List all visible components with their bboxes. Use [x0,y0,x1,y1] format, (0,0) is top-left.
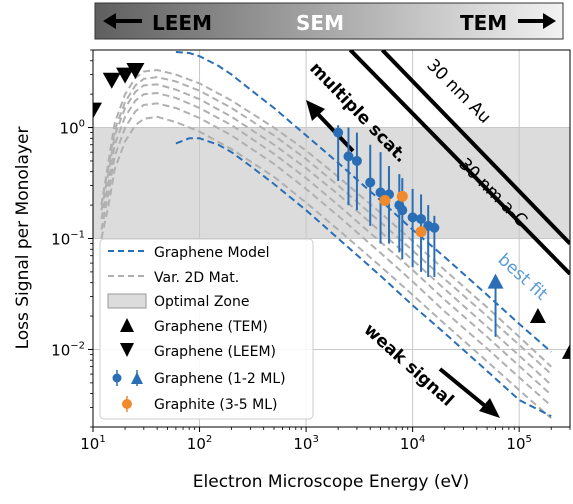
graphite-3-5ml-point [396,190,408,202]
annotation-arrows [306,100,500,418]
graphene-1-2ml-point [416,213,427,224]
graphene-1-2ml-point [397,205,408,216]
plot-area [92,49,571,428]
x-axis-label: Electron Microscope Energy (eV) [193,472,469,492]
legend-marker-graphite [122,399,132,409]
optimal-zone [93,127,570,239]
right-arrow-icon [518,13,556,29]
graphene-1-2ml-point [375,187,386,198]
legend: Graphene Model Var. 2D Mat. Optimal Zone… [99,238,314,420]
var-2d-curve [100,91,552,396]
graphene-1-2ml-point [343,151,354,162]
legend-label-tem: Graphene (TEM) [154,319,268,335]
var-2d-curve [100,83,552,386]
graphene-leem-point [116,67,135,84]
multiple-scat-arrow-icon [306,100,355,153]
graphite-3-5ml-point [379,195,391,207]
var-2d-curve [100,102,552,407]
graphene-model-curve [175,51,552,353]
var-2d-curve [100,68,552,368]
x-axis-ticks: 101 102 103 104 105 [80,427,571,453]
graphene-1-2ml-point [407,212,418,223]
y-tick-label: 10−1 [51,230,85,249]
graphene-tem-point [562,343,570,359]
x-tick-label: 102 [187,434,212,453]
y-tick-label: 10−2 [51,340,85,359]
reference-line-ac [380,50,570,245]
banner-label-tem: TEM [460,11,507,35]
x-tick-label: 101 [80,434,105,453]
legend-marker-leem [120,343,134,357]
graphene-model-curves [175,51,552,418]
legend-label-graphite: Graphite (3-5 ML) [154,397,278,413]
var-2d-material-curves [100,68,552,419]
reference-lines [348,50,570,276]
x-tick-label: 103 [293,434,318,453]
legend-label-gr12: Graphene (1-2 ML) [154,371,286,387]
legend-marker-gr12-circle [112,373,122,383]
graphene-1-2ml-point [351,155,362,166]
graphene-leem-point [93,102,102,119]
graphene-model-curve [175,137,552,418]
graphene-tem-point [529,308,546,324]
legend-label-model: Graphene Model [154,245,270,261]
energy-range-banner [94,2,564,40]
banner-label-leem: LEEM [152,11,212,35]
legend-label-zone: Optimal Zone [154,294,249,310]
graphene-leem-point [102,72,121,89]
var-2d-curve [100,115,552,419]
graphene-1-2ml-triangle-point [487,273,504,289]
legend-label-var: Var. 2D Mat. [154,270,239,286]
legend-box [99,238,314,420]
graphene-1-2ml-point [333,127,344,138]
graphite-3-5ml-point [415,226,427,238]
graphene-1-2ml-point [365,177,376,188]
legend-label-leem: Graphene (LEEM) [154,344,276,360]
legend-marker-tem [120,318,134,332]
x-tick-label: 105 [506,434,531,453]
data-points [93,63,570,359]
banner-label-sem: SEM [296,11,344,35]
legend-swatch-zone [107,293,147,309]
graphene-leem-point [126,63,145,80]
y-axis-label: Loss Signal per Monolayer [13,127,33,350]
legend-marker-gr12-triangle [131,372,143,384]
y-axis-ticks: 10−2 10−1 100 [51,49,93,428]
weak-signal-arrow-icon [438,367,500,418]
y-tick-label: 100 [60,119,85,138]
reference-line-au [348,50,570,276]
x-tick-label: 104 [400,434,425,453]
graphene-1-2ml-point [429,222,440,233]
left-arrow-icon [103,13,142,29]
